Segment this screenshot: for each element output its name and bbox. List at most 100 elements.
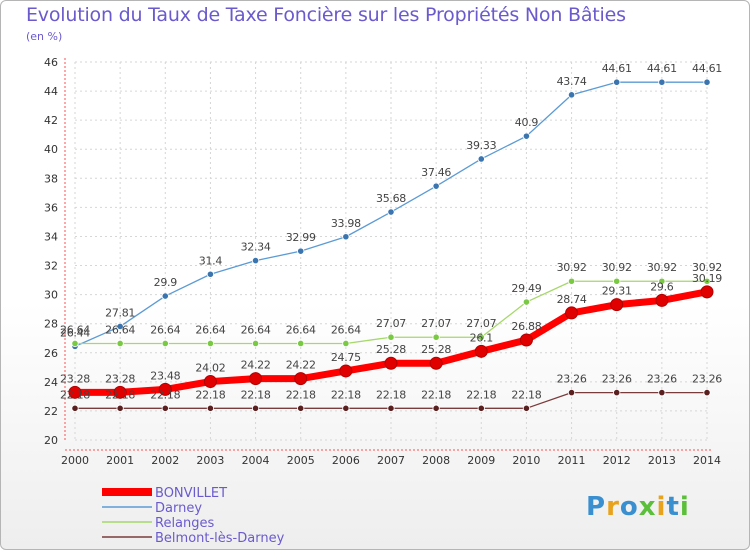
- y-tick-label: 30: [44, 289, 58, 302]
- data-point-relanges: [567, 277, 576, 285]
- data-label-belmont-l-s-darney: 22.18: [376, 388, 406, 401]
- data-label-relanges: 30.92: [602, 261, 632, 274]
- data-point-bonvillet: [68, 385, 82, 399]
- data-point-darney: [206, 270, 215, 278]
- data-label-relanges: 26.64: [60, 323, 90, 336]
- data-label-darney: 33.98: [331, 217, 361, 230]
- data-point-belmont-l-s-darney: [703, 389, 711, 397]
- data-label-bonvillet: 29.31: [602, 285, 632, 298]
- data-point-darney: [297, 247, 305, 255]
- data-point-relanges: [613, 277, 621, 285]
- data-point-darney: [613, 78, 621, 86]
- data-point-relanges: [387, 333, 395, 341]
- data-label-bonvillet: 24.75: [331, 351, 361, 364]
- data-label-darney: 43.74: [557, 75, 587, 88]
- data-point-belmont-l-s-darney: [658, 389, 666, 397]
- y-tick-label: 38: [44, 172, 58, 185]
- data-point-belmont-l-s-darney: [251, 404, 260, 412]
- y-tick-label: 28: [44, 318, 58, 331]
- data-point-belmont-l-s-darney: [567, 389, 576, 397]
- chart-subtitle: (en %): [26, 30, 63, 43]
- data-label-relanges: 30.92: [692, 261, 722, 274]
- data-label-belmont-l-s-darney: 23.26: [692, 373, 722, 386]
- data-label-relanges: 26.64: [105, 323, 135, 336]
- legend-label: BONVILLET: [155, 486, 227, 501]
- data-label-bonvillet: 26.1: [470, 331, 493, 344]
- x-tick-label: 2009: [467, 454, 495, 467]
- data-point-bonvillet: [474, 344, 488, 358]
- x-tick-label: 2013: [648, 454, 676, 467]
- data-label-darney: 44.61: [647, 62, 677, 75]
- data-label-relanges: 27.07: [466, 317, 496, 330]
- x-tick-label: 2003: [196, 454, 224, 467]
- data-point-bonvillet: [203, 375, 217, 389]
- data-point-darney: [387, 208, 395, 216]
- y-tick-label: 42: [44, 114, 58, 127]
- x-tick-label: 2014: [693, 454, 721, 467]
- data-label-relanges: 26.64: [150, 323, 180, 336]
- data-label-relanges: 27.07: [376, 317, 406, 330]
- legend-label: Darney: [155, 501, 202, 516]
- data-label-darney: 39.33: [466, 139, 496, 152]
- data-point-relanges: [658, 277, 666, 285]
- data-point-relanges: [251, 339, 260, 348]
- data-point-bonvillet: [294, 372, 308, 386]
- data-point-darney: [116, 322, 124, 331]
- data-label-relanges: 26.64: [331, 323, 361, 336]
- data-label-darney: 26.44: [60, 326, 90, 339]
- data-label-relanges: 27.07: [421, 317, 451, 330]
- data-point-darney: [703, 78, 711, 86]
- data-point-belmont-l-s-darney: [387, 404, 395, 412]
- data-label-bonvillet: 24.22: [286, 359, 316, 372]
- data-label-darney: 37.46: [421, 166, 451, 179]
- data-point-bonvillet: [655, 293, 669, 307]
- data-point-bonvillet: [519, 333, 533, 347]
- x-tick-label: 2010: [512, 454, 540, 467]
- data-label-darney: 40.9: [515, 116, 539, 129]
- data-label-belmont-l-s-darney: 22.18: [286, 388, 316, 401]
- data-label-bonvillet: 24.22: [241, 359, 271, 372]
- data-label-bonvillet: 23.28: [105, 372, 135, 385]
- data-label-darney: 31.4: [199, 254, 223, 267]
- data-point-belmont-l-s-darney: [613, 389, 621, 397]
- data-label-bonvillet: 24.02: [195, 362, 225, 375]
- x-tick-label: 2002: [151, 454, 179, 467]
- x-tick-label: 2008: [422, 454, 450, 467]
- data-point-relanges: [71, 339, 79, 348]
- data-point-belmont-l-s-darney: [206, 404, 215, 412]
- y-tick-label: 36: [44, 201, 58, 214]
- legend-label: Relanges: [155, 516, 215, 531]
- data-label-belmont-l-s-darney: 22.18: [241, 388, 271, 401]
- chart-title: Evolution du Taux de Taxe Foncière sur l…: [26, 4, 626, 26]
- data-point-bonvillet: [249, 372, 263, 386]
- data-point-belmont-l-s-darney: [161, 404, 169, 412]
- data-point-bonvillet: [384, 356, 398, 370]
- y-tick-label: 40: [44, 143, 58, 156]
- y-tick-label: 20: [44, 434, 58, 447]
- y-tick-label: 24: [44, 376, 58, 389]
- data-label-belmont-l-s-darney: 23.26: [647, 373, 677, 386]
- data-label-bonvillet: 23.28: [60, 372, 90, 385]
- data-point-darney: [432, 182, 440, 190]
- data-label-relanges: 30.92: [557, 261, 587, 274]
- data-point-belmont-l-s-darney: [477, 404, 485, 412]
- data-point-darney: [567, 91, 576, 99]
- data-point-darney: [161, 292, 169, 300]
- data-label-darney: 29.9: [154, 276, 178, 289]
- data-label-bonvillet: 30.19: [692, 272, 722, 285]
- data-point-belmont-l-s-darney: [432, 404, 440, 412]
- data-point-darney: [251, 256, 260, 265]
- data-label-relanges: 26.64: [195, 323, 225, 336]
- x-tick-label: 2004: [242, 454, 270, 467]
- y-tick-label: 34: [44, 230, 58, 243]
- y-tick-label: 22: [44, 405, 58, 418]
- data-point-bonvillet: [158, 382, 172, 396]
- data-point-bonvillet: [429, 356, 443, 370]
- data-point-bonvillet: [113, 385, 127, 399]
- y-tick-label: 44: [44, 85, 58, 98]
- y-tick-label: 26: [44, 347, 58, 360]
- data-point-relanges: [161, 339, 169, 348]
- data-label-belmont-l-s-darney: 22.18: [195, 388, 225, 401]
- x-tick-label: 2001: [106, 454, 134, 467]
- data-point-relanges: [206, 339, 215, 348]
